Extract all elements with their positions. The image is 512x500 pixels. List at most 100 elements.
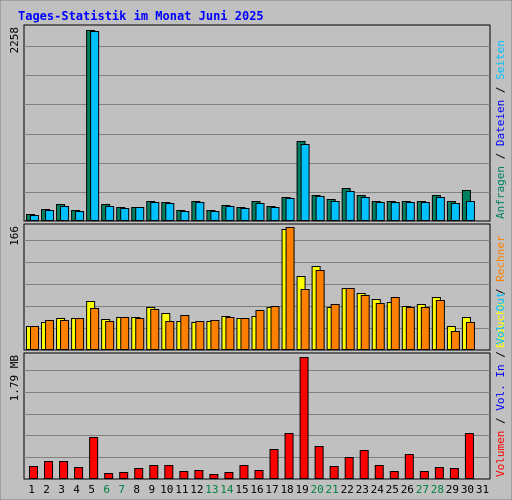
bar-seiten-day-20 (315, 196, 325, 221)
legend-entry: Rechner (494, 235, 507, 282)
bar-volumen-day-3 (59, 461, 69, 479)
bar-rechner-day-23 (360, 295, 370, 350)
legend-visits-chart: Besuche / Rechner (494, 235, 507, 348)
y-axis-max-label: 166 (8, 226, 21, 246)
bar-rechner-day-9 (150, 309, 160, 350)
bar-rechner-day-29 (450, 331, 460, 350)
x-tick-label: 21 (326, 483, 339, 496)
legend-separator: / (494, 411, 507, 431)
x-tick-label: 3 (58, 483, 65, 496)
bar-volumen-day-16 (254, 470, 264, 479)
bar-volumen-day-28 (434, 467, 444, 479)
x-tick-label: 4 (73, 483, 80, 496)
legend-volume-chart: Volumen / Vol. In / Vol. Out (494, 292, 507, 477)
bar-rechner-day-5 (90, 308, 100, 350)
bar-volumen-day-25 (389, 471, 399, 479)
x-tick-label: 29 (446, 483, 459, 496)
bar-volumen-day-10 (164, 465, 174, 479)
bar-volumen-day-27 (419, 471, 429, 479)
bar-seiten-day-11 (180, 211, 190, 221)
bar-volumen-day-22 (344, 457, 354, 479)
x-tick-label: 6 (103, 483, 110, 496)
bar-rechner-day-21 (330, 304, 340, 350)
bar-volumen-day-13 (209, 474, 219, 479)
legend-requests-chart: Anfragen / Dateien / Seiten (494, 40, 507, 219)
bar-volumen-day-24 (374, 465, 384, 479)
bar-rechner-day-19 (300, 289, 310, 350)
bar-rechner-day-20 (315, 270, 325, 350)
bar-rechner-day-28 (435, 300, 445, 350)
bar-volumen-day-15 (239, 465, 249, 479)
bar-seiten-day-2 (45, 210, 55, 221)
volume-chart: 1.79 MB (8, 352, 491, 480)
bar-seiten-day-6 (105, 206, 115, 221)
y-axis-max-label: 1.79 MB (8, 355, 21, 402)
legend-separator: / (494, 282, 507, 302)
x-tick-label: 23 (356, 483, 369, 496)
bar-volumen-day-9 (149, 465, 159, 479)
bar-volumen-day-1 (29, 466, 38, 479)
bar-volumen-day-5 (89, 437, 99, 479)
bar-seiten-day-8 (135, 207, 145, 221)
legend-entry: Dateien (494, 100, 507, 146)
bar-seiten-day-16 (255, 203, 265, 221)
y-axis-max-label: 2258 (8, 27, 21, 54)
bar-seiten-day-5 (90, 31, 100, 221)
x-tick-label: 5 (88, 483, 95, 496)
x-tick-label: 19 (295, 483, 308, 496)
bar-seiten-day-14 (225, 206, 235, 221)
bar-rechner-day-22 (345, 288, 355, 350)
bar-rechner-day-12 (195, 321, 205, 350)
bar-rechner-day-18 (285, 227, 295, 350)
bar-seiten-day-3 (60, 206, 70, 221)
legend-separator: / (494, 146, 507, 166)
x-tick-label: 20 (311, 483, 324, 496)
bar-volumen-day-2 (44, 461, 54, 479)
bar-seiten-day-27 (420, 202, 430, 221)
bar-seiten-day-12 (195, 202, 205, 221)
x-tick-label: 30 (461, 483, 474, 496)
x-tick-label: 16 (250, 483, 263, 496)
bar-volumen-day-4 (74, 467, 84, 479)
legend-separator: / (494, 345, 507, 365)
bar-seiten-day-23 (360, 197, 370, 221)
bar-volumen-day-19 (299, 357, 309, 479)
chart-title: Tages-Statistik im Monat Juni 2025 (18, 9, 264, 23)
bar-volumen-day-23 (359, 450, 369, 479)
bar-volumen-day-21 (329, 466, 339, 479)
bar-rechner-day-13 (210, 320, 220, 350)
bar-rechner-day-15 (240, 318, 250, 350)
bar-seiten-day-24 (375, 202, 385, 221)
x-tick-label: 25 (386, 483, 399, 496)
bar-seiten-day-28 (435, 197, 445, 221)
bar-rechner-day-27 (420, 307, 430, 350)
x-tick-label: 27 (416, 483, 429, 496)
legend-entry: Vol. Out (494, 292, 507, 345)
x-tick-label: 9 (148, 483, 155, 496)
x-tick-label: 28 (431, 483, 444, 496)
bar-rechner-day-10 (165, 321, 175, 350)
bar-volumen-day-30 (464, 433, 474, 479)
x-tick-label: 22 (341, 483, 354, 496)
bar-seiten-day-13 (210, 211, 220, 221)
bar-rechner-day-3 (60, 320, 70, 350)
bar-volumen-day-18 (284, 433, 294, 479)
x-tick-label: 14 (220, 483, 234, 496)
legend-separator: / (494, 80, 507, 100)
bar-rechner-day-14 (225, 317, 235, 350)
x-tick-label: 11 (175, 483, 188, 496)
x-tick-label: 2 (43, 483, 50, 496)
bar-seiten-day-21 (330, 201, 340, 221)
x-tick-label: 7 (118, 483, 125, 496)
bar-volumen-day-7 (119, 472, 129, 479)
bar-volumen-day-20 (314, 446, 324, 479)
bar-volumen-day-11 (179, 471, 189, 479)
x-tick-label: 13 (205, 483, 218, 496)
bar-rechner-day-8 (135, 318, 145, 350)
requests-chart: 2258 (8, 24, 491, 222)
bar-rechner-day-17 (270, 306, 280, 350)
bar-seiten-day-18 (285, 198, 295, 221)
legend-entry: Seiten (494, 40, 507, 80)
bar-seiten-day-15 (240, 208, 250, 221)
